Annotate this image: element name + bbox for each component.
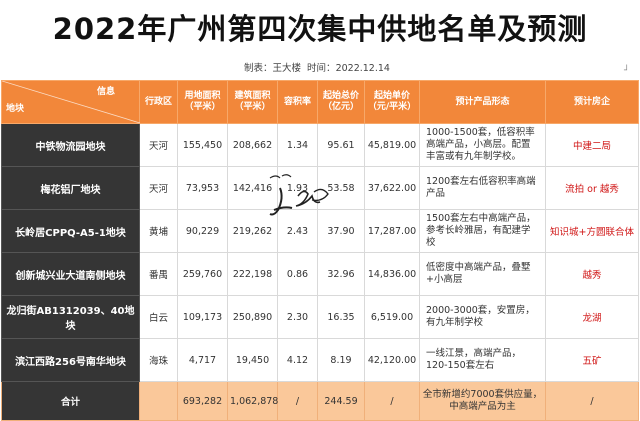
header-block: 地块 bbox=[6, 104, 25, 114]
cell-district: 黄埔 bbox=[139, 209, 178, 253]
cell-land-area: 109,173 bbox=[177, 295, 228, 339]
cell-start-total: 32.96 bbox=[317, 252, 365, 296]
cell-build-area: 208,662 bbox=[227, 123, 278, 167]
cell-land-area: 4,717 bbox=[177, 338, 228, 382]
cell-start-total: 37.90 bbox=[317, 209, 365, 253]
cell-product: 1200套左右低容积率高端产品 bbox=[419, 166, 546, 210]
cell-district: 天河 bbox=[139, 166, 178, 210]
cell-start-total: 95.61 bbox=[317, 123, 365, 167]
total-district bbox=[139, 381, 178, 421]
cell-company: 知识城+方圆联合体 bbox=[545, 209, 639, 253]
cell-land-area: 73,953 bbox=[177, 166, 228, 210]
total-company: / bbox=[545, 381, 639, 421]
cell-company: 流拍 or 越秀 bbox=[545, 166, 639, 210]
header-product: 预计产品形态 bbox=[419, 80, 546, 124]
header-land-area: 用地面积 （平米） bbox=[177, 80, 228, 124]
cell-far: 4.12 bbox=[277, 338, 318, 382]
cell-start-total: 16.35 bbox=[317, 295, 365, 339]
cell-product: 1000-1500套，低容积率高端产品，小高层。配置丰富或有九年制学校。 bbox=[419, 123, 546, 167]
block-name: 龙归街AB1312039、40地块 bbox=[1, 295, 140, 339]
cell-start-unit: 14,836.00 bbox=[364, 252, 420, 296]
cell-start-unit: 37,622.00 bbox=[364, 166, 420, 210]
header-start-total: 起始总价 （亿元） bbox=[317, 80, 365, 124]
block-name: 梅花铝厂地块 bbox=[1, 166, 140, 210]
header-company: 预计房企 bbox=[545, 80, 639, 124]
cell-far: 2.43 bbox=[277, 209, 318, 253]
block-name: 创新城兴业大道南侧地块 bbox=[1, 252, 140, 296]
cell-build-area: 250,890 bbox=[227, 295, 278, 339]
cell-district: 番禺 bbox=[139, 252, 178, 296]
table-row: 中铁物流园地块 天河 155,450 208,662 1.34 95.61 45,819.0… bbox=[1, 123, 639, 167]
cell-start-total: 8.19 bbox=[317, 338, 365, 382]
cell-far: 1.93 bbox=[277, 166, 318, 210]
header-info: 信息 bbox=[96, 87, 115, 97]
table-row: 滨江西路256号南华地块 海珠 4,717 19,450 4.12 8.19 42,120.… bbox=[1, 338, 639, 382]
time-value: 2022.12.14 bbox=[335, 63, 390, 74]
total-row: 合计 693,282 1,062,878 / 244.59 / 全市新增约700… bbox=[1, 381, 639, 421]
cell-far: 0.86 bbox=[277, 252, 318, 296]
cell-product: 一线江景，高端产品，120-150套左右 bbox=[419, 338, 546, 382]
cell-company: 龙湖 bbox=[545, 295, 639, 339]
total-product: 全市新增约7000套供应量，中高端产品为主 bbox=[419, 381, 546, 421]
total-start-unit: / bbox=[364, 381, 420, 421]
cell-start-unit: 45,819.00 bbox=[364, 123, 420, 167]
cell-product: 1500套左右中高端产品，参考长岭雅居，有配建学校 bbox=[419, 209, 546, 253]
block-name: 滨江西路256号南华地块 bbox=[1, 338, 140, 382]
total-start-total: 244.59 bbox=[317, 381, 365, 421]
page-title: 2022年广州第四次集中供地名单及预测 bbox=[52, 12, 588, 46]
land-table: 信息 地块 行政区 用地面积 （平米） 建筑面积 （平米） 容积率 起始总价 （亿元）… bbox=[1, 80, 639, 421]
cell-company: 五矿 bbox=[545, 338, 639, 382]
table-row: 梅花铝厂地块 天河 73,953 142,416 1.93 53.58 37,622.00 1… bbox=[1, 166, 639, 210]
cell-district: 白云 bbox=[139, 295, 178, 339]
block-name: 中铁物流园地块 bbox=[1, 123, 140, 167]
corner-mark-icon: ┘ bbox=[624, 66, 630, 76]
cell-build-area: 219,262 bbox=[227, 209, 278, 253]
total-label: 合计 bbox=[1, 381, 140, 421]
header-info-block: 信息 地块 bbox=[1, 80, 140, 124]
cell-start-unit: 17,287.00 bbox=[364, 209, 420, 253]
cell-far: 2.30 bbox=[277, 295, 318, 339]
cell-company: 中建二局 bbox=[545, 123, 639, 167]
cell-build-area: 222,198 bbox=[227, 252, 278, 296]
cell-district: 海珠 bbox=[139, 338, 178, 382]
cell-product: 低密度中高端产品，叠墅+小高层 bbox=[419, 252, 546, 296]
header-start-unit: 起始单价 （元/平米） bbox=[364, 80, 420, 124]
cell-start-total: 53.58 bbox=[317, 166, 365, 210]
cell-district: 天河 bbox=[139, 123, 178, 167]
cell-company: 越秀 bbox=[545, 252, 639, 296]
cell-far: 1.34 bbox=[277, 123, 318, 167]
cell-build-area: 19,450 bbox=[227, 338, 278, 382]
cell-product: 2000-3000套，安置房，有九年制学校 bbox=[419, 295, 546, 339]
header-row: 信息 地块 行政区 用地面积 （平米） 建筑面积 （平米） 容积率 起始总价 （亿元）… bbox=[1, 80, 639, 124]
time-label: 时间： bbox=[307, 63, 336, 74]
block-name: 长岭居CPPQ-A5-1地块 bbox=[1, 209, 140, 253]
diagonal-divider-icon bbox=[2, 81, 140, 123]
meta-line: 制表：王大楼 时间：2022.12.14 bbox=[0, 60, 640, 74]
table-row: 长岭居CPPQ-A5-1地块 黄埔 90,229 219,262 2.43 37.90 17… bbox=[1, 209, 639, 253]
header-far: 容积率 bbox=[277, 80, 318, 124]
total-land-area: 693,282 bbox=[177, 381, 228, 421]
header-build-area: 建筑面积 （平米） bbox=[227, 80, 278, 124]
cell-land-area: 90,229 bbox=[177, 209, 228, 253]
cell-start-unit: 42,120.00 bbox=[364, 338, 420, 382]
total-far: / bbox=[277, 381, 318, 421]
total-build-area: 1,062,878 bbox=[227, 381, 278, 421]
table-row: 龙归街AB1312039、40地块 白云 109,173 250,890 2.30 16.… bbox=[1, 295, 639, 339]
cell-land-area: 259,760 bbox=[177, 252, 228, 296]
cell-build-area: 142,416 bbox=[227, 166, 278, 210]
maker-label: 制表：王大楼 bbox=[244, 63, 302, 74]
header-district: 行政区 bbox=[139, 80, 178, 124]
cell-land-area: 155,450 bbox=[177, 123, 228, 167]
table-row: 创新城兴业大道南侧地块 番禺 259,760 222,198 0.86 32.96 14,8… bbox=[1, 252, 639, 296]
cell-start-unit: 6,519.00 bbox=[364, 295, 420, 339]
